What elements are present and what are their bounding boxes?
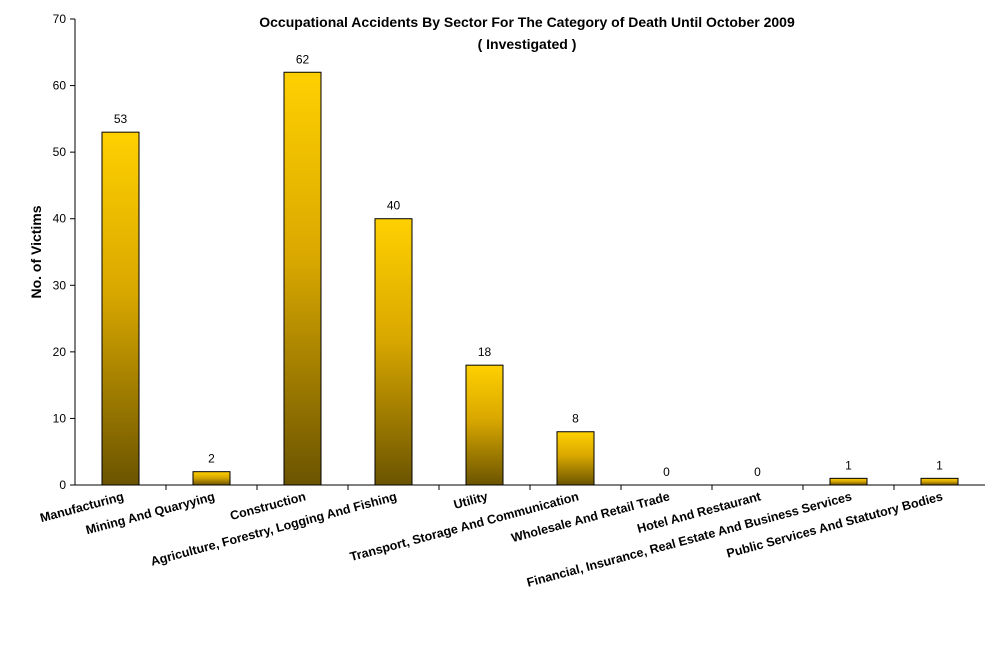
bar xyxy=(374,218,413,486)
data-label: 0 xyxy=(754,465,761,479)
bar xyxy=(283,71,322,486)
data-label: 2 xyxy=(208,452,215,466)
data-label: 62 xyxy=(296,52,310,66)
y-axis-title: No. of Victims xyxy=(28,205,44,298)
bar xyxy=(465,364,504,486)
bar xyxy=(192,471,231,486)
chart-title: Occupational Accidents By Sector For The… xyxy=(259,14,795,30)
data-label: 0 xyxy=(663,465,670,479)
data-label: 1 xyxy=(845,458,852,472)
bar xyxy=(101,131,140,486)
y-tick-label: 0 xyxy=(59,478,66,492)
y-tick-label: 40 xyxy=(53,212,67,226)
data-label: 1 xyxy=(936,458,943,472)
y-tick-label: 60 xyxy=(53,79,67,93)
y-tick-label: 10 xyxy=(53,411,67,425)
data-label: 53 xyxy=(114,112,128,126)
bar xyxy=(556,431,595,486)
y-tick-label: 30 xyxy=(53,278,67,292)
x-category-label: Utility xyxy=(452,489,489,512)
x-category-label: Wholesale And Retail Trade xyxy=(510,489,672,545)
bars: 53 2 62 40 18 8 0 0 1 1 xyxy=(101,52,959,486)
y-tick-label: 70 xyxy=(53,12,67,26)
data-label: 18 xyxy=(478,345,492,359)
data-label: 40 xyxy=(387,199,401,213)
chart-subtitle: ( Investigated ) xyxy=(478,36,577,52)
bar xyxy=(920,477,959,486)
y-axis: 0 10 20 30 40 50 60 70 xyxy=(53,12,76,492)
data-label: 8 xyxy=(572,412,579,426)
y-tick-label: 50 xyxy=(53,145,67,159)
y-tick-label: 20 xyxy=(53,345,67,359)
bar xyxy=(829,477,868,486)
